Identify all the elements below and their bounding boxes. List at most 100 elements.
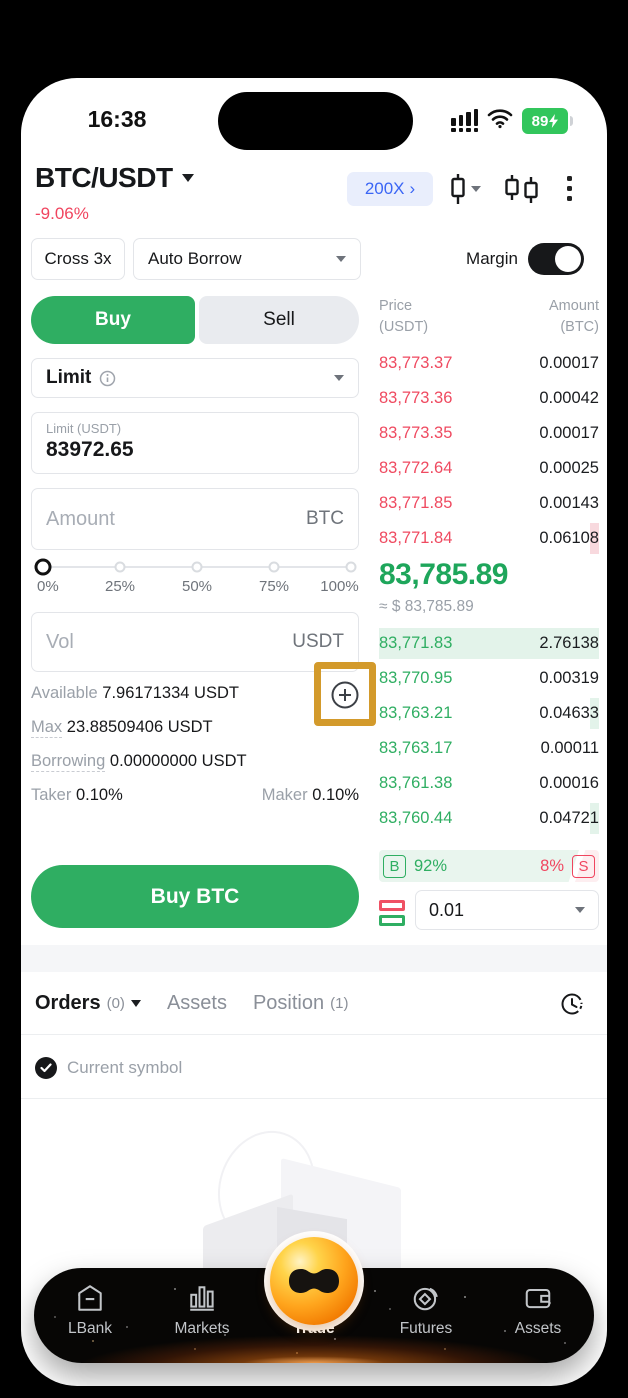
position-label: Position	[252, 991, 325, 1014]
bid-row[interactable]: 83,763.21 0.04633	[379, 696, 599, 731]
bid-amount: 0.04721	[539, 809, 599, 827]
amount-header: Amount	[549, 298, 599, 314]
amount-input[interactable]	[46, 507, 306, 531]
lbank-logo-icon	[78, 1285, 102, 1311]
slider-stop-75[interactable]	[268, 561, 280, 573]
checkbox-checked-icon[interactable]	[35, 1057, 57, 1079]
nav-item-assets[interactable]: Assets	[482, 1268, 594, 1363]
price-header: Price	[379, 298, 413, 314]
percent-slider[interactable]	[34, 558, 357, 576]
last-price[interactable]: 83,785.89	[379, 558, 508, 591]
precision-select[interactable]: 0.01	[415, 890, 599, 930]
depth-chart-button[interactable]	[503, 172, 541, 206]
filter-label: Current symbol	[67, 1058, 183, 1077]
bid-price: 83,770.95	[379, 669, 453, 687]
tab-buy[interactable]: Buy	[31, 296, 195, 344]
taker-value: 0.10%	[75, 786, 123, 804]
max-value: 23.88509406 USDT	[66, 718, 213, 736]
ask-row[interactable]: 83,772.64 0.00025	[379, 451, 599, 486]
bar-chart-icon	[190, 1286, 214, 1311]
ask-amount: 0.00042	[539, 389, 599, 407]
current-symbol-filter[interactable]: Current symbol	[35, 1048, 182, 1088]
nav-label: Assets	[514, 1320, 562, 1337]
ask-price: 83,771.85	[379, 494, 453, 512]
available-value: 7.96171334 USDT	[102, 684, 239, 702]
available-row: Available 7.96171334 USDT	[31, 684, 359, 703]
borrowing-value: 0.00000000 USDT	[109, 752, 247, 770]
nav-item-lbank[interactable]: LBank	[34, 1268, 146, 1363]
slider-label: 100%	[320, 578, 359, 595]
nav-item-markets[interactable]: Markets	[146, 1268, 258, 1363]
chevron-down-icon	[181, 174, 194, 182]
buy-submit-button[interactable]: Buy BTC	[31, 865, 359, 928]
buy-ratio-percent: 92%	[414, 856, 448, 875]
bid-price: 83,761.38	[379, 774, 453, 792]
slider-handle[interactable]	[34, 558, 52, 576]
ask-row[interactable]: 83,773.36 0.00042	[379, 381, 599, 416]
nav-label: Markets	[174, 1320, 230, 1337]
leverage-value: 200X	[364, 179, 405, 198]
signal-icon	[451, 108, 478, 132]
tab-sell[interactable]: Sell	[199, 296, 359, 344]
volume-input[interactable]	[46, 630, 293, 654]
slider-label: 0%	[37, 578, 59, 595]
divider	[21, 1034, 607, 1035]
slider-stop-100[interactable]	[345, 561, 357, 573]
bid-row[interactable]: 83,761.38 0.00016	[379, 766, 599, 801]
ask-price: 83,773.35	[379, 424, 453, 442]
futures-coin-icon	[413, 1287, 438, 1311]
orderbook-header: Amount Price (BTC) (USDT)	[379, 296, 599, 338]
tab-orders[interactable]: Orders (0)	[35, 992, 141, 1015]
ask-price: 83,771.84	[379, 529, 453, 547]
price-input-value: 83972.65	[46, 438, 134, 461]
bid-amount: 0.00319	[539, 669, 599, 687]
orderbook-mode-button[interactable]	[379, 900, 405, 926]
chevron-right-icon: ›	[409, 179, 416, 198]
order-type-select[interactable]: Limit	[31, 358, 359, 398]
wifi-icon	[487, 108, 513, 134]
max-label: Max	[31, 718, 63, 738]
deposit-button[interactable]	[329, 679, 361, 711]
margin-toggle[interactable]	[528, 243, 584, 275]
amount-unit: BTC	[306, 508, 344, 529]
nav-label: Futures	[399, 1320, 453, 1337]
more-menu-button[interactable]	[567, 176, 572, 201]
chevron-down-icon	[336, 256, 346, 262]
tab-assets[interactable]: Assets	[166, 991, 227, 1014]
ask-row[interactable]: 83,773.37 0.00017	[379, 346, 599, 381]
bid-row[interactable]: 83,763.17 0.00011	[379, 731, 599, 766]
order-history-button[interactable]	[558, 990, 585, 1022]
slider-stop-25[interactable]	[114, 561, 126, 573]
trade-mascot-button[interactable]	[270, 1237, 358, 1325]
bid-row[interactable]: 83,760.44 0.04721	[379, 801, 599, 836]
plus-circle-icon	[331, 681, 359, 709]
pair-selector[interactable]: BTC/USDT	[35, 162, 194, 194]
bid-price: 83,763.17	[379, 739, 453, 757]
ask-row[interactable]: 83,771.84 0.06108	[379, 521, 599, 556]
ask-row[interactable]: 83,771.85 0.00143	[379, 486, 599, 521]
ask-row[interactable]: 83,773.35 0.00017	[379, 416, 599, 451]
chart-button[interactable]	[449, 172, 481, 206]
bid-price: 83,771.83	[379, 634, 453, 652]
available-label: Available	[31, 684, 98, 702]
bid-row[interactable]: 83,771.83 2.76138	[379, 626, 599, 661]
taker-label: Taker	[31, 786, 72, 804]
sell-ratio-badge: S	[572, 854, 595, 878]
slider-stop-50[interactable]	[191, 561, 203, 573]
price-input[interactable]: Limit (USDT) 83972.65	[31, 412, 359, 474]
charging-bolt-icon	[549, 114, 559, 128]
borrow-mode-select[interactable]: Auto Borrow	[133, 238, 361, 280]
margin-mode-button[interactable]: Cross 3x	[31, 238, 125, 280]
bid-amount: 2.76138	[539, 634, 599, 652]
leverage-button[interactable]: 200X ›	[347, 172, 433, 206]
status-time: 16:38	[87, 106, 147, 132]
phone-screen: 16:38 89 BTC/USDT -9.06% 200X ›	[21, 78, 607, 1386]
slider-labels: 0% 25% 50% 75% 100%	[37, 578, 359, 598]
tab-position[interactable]: Position (1)	[253, 992, 349, 1015]
bid-row[interactable]: 83,770.95 0.00319	[379, 661, 599, 696]
candles-icon	[505, 175, 538, 203]
nav-item-futures[interactable]: Futures	[370, 1268, 482, 1363]
ask-amount: 0.00025	[539, 459, 599, 477]
panel-tabs: Orders (0) Assets Position (1)	[35, 978, 348, 1028]
slider-label: 75%	[258, 578, 290, 595]
